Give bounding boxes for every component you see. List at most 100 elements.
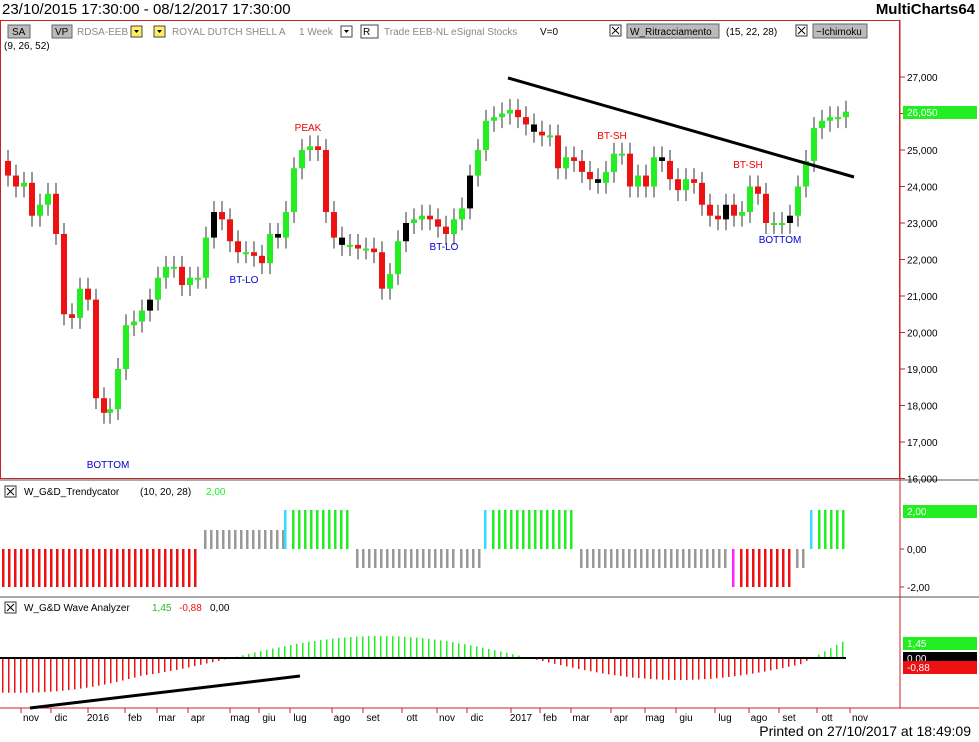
wave-bar <box>770 658 772 671</box>
candle-body <box>155 277 161 300</box>
sa-button[interactable] <box>7 24 31 39</box>
trendycator-bar <box>664 549 667 568</box>
trendycator-value-label: 2,00 <box>907 507 927 518</box>
time-tick-label: 2016 <box>87 713 110 724</box>
trendline[interactable] <box>507 76 855 179</box>
trendycator-bar <box>718 549 721 568</box>
price-axis: 27,00026,00025,00024,00023,00022,00021,0… <box>900 73 938 486</box>
trendycator-bar <box>346 510 349 549</box>
candle-body <box>651 157 657 187</box>
chart-area[interactable]: 27,00026,00025,00024,00023,00022,00021,0… <box>0 20 979 742</box>
study2-name: ~Ichimoku <box>816 27 862 38</box>
wave-bar <box>44 658 46 693</box>
trendycator-bar <box>20 549 23 587</box>
study1-button[interactable] <box>626 23 720 39</box>
wave-bar <box>452 642 454 658</box>
time-tick-label: apr <box>191 713 206 724</box>
trendycator-bar <box>598 549 601 568</box>
trendycator-bar <box>504 510 507 549</box>
chart-annotation-label: BOTTOM <box>759 235 802 246</box>
trendycator-bar <box>264 530 267 549</box>
wave-bar <box>296 643 298 658</box>
study2-button[interactable] <box>812 23 868 39</box>
trendycator-bar <box>210 530 213 549</box>
wave-bar <box>764 658 766 672</box>
candle-body <box>475 150 481 176</box>
price-tick-label: 21,000 <box>907 292 938 303</box>
trendycator-bar <box>802 549 805 568</box>
chart-annotation-label: BT-SH <box>597 131 626 142</box>
trendycator-bar <box>258 530 261 549</box>
candle-body <box>595 179 601 183</box>
wave-bar <box>704 658 706 680</box>
r-button[interactable] <box>360 24 379 39</box>
candle-body <box>443 226 449 234</box>
trendycator-bar <box>700 549 703 568</box>
trendycator-bar <box>558 510 561 549</box>
title-bar: 23/10/2015 17:30:00 - 08/12/2017 17:30:0… <box>0 0 979 20</box>
wave-bar <box>776 658 778 670</box>
trendycator-panel: W_G&D_Trendycator (10, 20, 28) 2,00 2,00… <box>2 485 977 594</box>
trendycator-bar <box>104 549 107 587</box>
time-tick-label: 2017 <box>510 713 533 724</box>
trendycator-bar <box>110 549 113 587</box>
wave-bar <box>656 658 658 680</box>
candle-body <box>77 288 83 318</box>
wave-bar <box>86 658 88 688</box>
wave-bar <box>326 639 328 658</box>
candle-body <box>53 193 59 234</box>
time-tick-label: mar <box>158 713 176 724</box>
candle-body <box>707 204 713 216</box>
candle-body <box>363 248 369 251</box>
time-tick-label: mar <box>572 713 590 724</box>
wave-bar <box>146 658 148 676</box>
wave-value-neg: -0,88 <box>179 603 202 614</box>
wave-bar <box>356 636 358 658</box>
candle-body <box>715 215 721 220</box>
wave-trendline[interactable] <box>29 674 301 710</box>
price-tick-label: 22,000 <box>907 256 938 267</box>
price-tick-label: 27,000 <box>907 73 938 84</box>
wave-bar <box>362 636 364 658</box>
wave-bar <box>254 652 256 658</box>
wave-bar <box>830 648 832 658</box>
wave-bar <box>806 658 808 661</box>
wave-bar <box>428 638 430 658</box>
candle-body <box>427 215 433 220</box>
printed-timestamp: Printed on 27/10/2017 at 18:49:09 <box>759 723 971 739</box>
trendycator-bar <box>146 549 149 587</box>
candle-body <box>507 109 513 114</box>
candle-body <box>755 186 761 194</box>
wave-bar <box>740 658 742 676</box>
wave-bar <box>392 636 394 658</box>
vp-label: VP <box>55 27 69 38</box>
wave-bar <box>728 658 730 677</box>
study1-params: (15, 22, 28) <box>726 27 777 38</box>
candle-body <box>163 266 169 278</box>
trendycator-bar <box>670 549 673 568</box>
trendycator-bar <box>492 510 495 549</box>
trendycator-bar <box>270 530 273 549</box>
trendycator-bar <box>62 549 65 587</box>
candle-body <box>819 120 825 129</box>
trendycator-bar <box>140 549 143 587</box>
vp-button[interactable] <box>51 24 73 39</box>
trendycator-bar <box>316 510 319 549</box>
wave-bar <box>56 658 58 692</box>
candle-body <box>435 219 441 227</box>
candle-body <box>139 310 145 322</box>
wave-bar <box>410 637 412 658</box>
trendycator-bar <box>782 549 785 587</box>
candle-body <box>307 146 313 150</box>
trendycator-bar <box>74 549 77 587</box>
candle-body <box>683 179 689 191</box>
wave-bar <box>482 647 484 658</box>
wave-pos-box <box>903 637 977 650</box>
price-series <box>5 98 849 424</box>
wave-bar <box>674 658 676 680</box>
trendycator-bar <box>428 549 431 568</box>
wave-bar <box>26 658 28 693</box>
price-tick-label: 17,000 <box>907 438 938 449</box>
candle-body <box>771 223 777 225</box>
wave-bar <box>662 658 664 680</box>
